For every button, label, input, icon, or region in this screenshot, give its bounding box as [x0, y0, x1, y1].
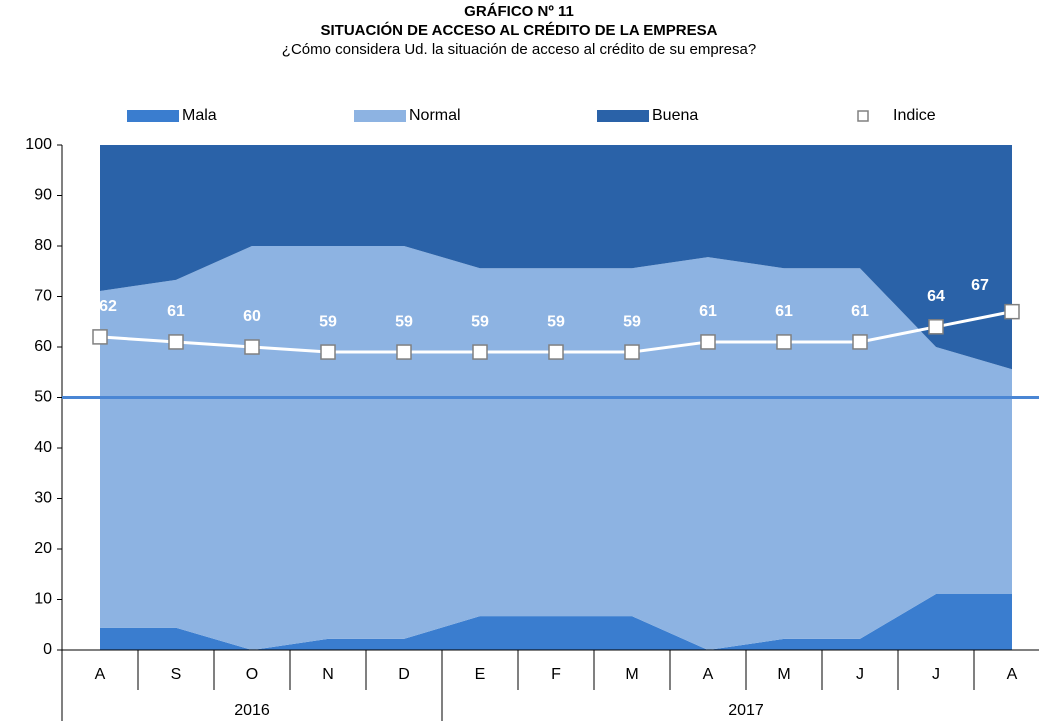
x-tick-label: A	[1007, 666, 1018, 683]
y-tick-label: 0	[43, 641, 52, 658]
x-tick-label: S	[171, 666, 182, 683]
index-label: 59	[395, 313, 413, 330]
x-tick-label: M	[625, 666, 638, 683]
x-tick-label: A	[703, 666, 714, 683]
y-tick-label: 10	[34, 591, 52, 608]
legend-swatch	[597, 110, 649, 122]
legend-label: Buena	[652, 107, 698, 124]
index-marker	[320, 344, 336, 360]
chart-subtitle: SITUACIÓN DE ACCESO AL CRÉDITO DE LA EMP…	[321, 21, 718, 39]
index-marker	[700, 334, 716, 350]
index-marker	[928, 319, 944, 335]
index-label: 61	[699, 303, 717, 320]
index-marker	[1004, 303, 1020, 320]
index-marker	[852, 334, 868, 350]
legend-marker	[857, 110, 869, 122]
index-label: 59	[471, 313, 489, 330]
index-marker	[472, 344, 488, 360]
y-tick-label: 100	[25, 136, 52, 153]
x-tick-label: O	[246, 666, 258, 683]
y-tick-label: 20	[34, 540, 52, 557]
x-group-label: 2016	[234, 702, 270, 719]
x-group-label: 2017	[728, 702, 764, 719]
legend-swatch	[127, 110, 179, 122]
y-tick-label: 70	[34, 288, 52, 305]
y-tick-label: 60	[34, 338, 52, 355]
index-label: 59	[319, 313, 337, 330]
legend-label: Indice	[893, 107, 936, 124]
index-label: 59	[547, 313, 565, 330]
x-tick-label: A	[95, 666, 106, 683]
chart-title: GRÁFICO Nº 11	[464, 3, 574, 20]
legend-label: Mala	[182, 107, 217, 124]
legend-swatch	[354, 110, 406, 122]
x-tick-label: M	[777, 666, 790, 683]
area	[100, 145, 1012, 370]
index-label: 64	[927, 288, 945, 305]
x-tick-label: N	[322, 666, 334, 683]
index-marker	[624, 344, 640, 360]
index-label: 62	[99, 298, 117, 315]
x-tick-label: D	[398, 666, 410, 683]
y-tick-label: 50	[34, 389, 52, 406]
index-marker	[168, 334, 184, 350]
y-tick-label: 30	[34, 490, 52, 507]
index-marker	[548, 344, 564, 360]
x-tick-label: F	[551, 666, 561, 683]
x-tick-label: J	[932, 666, 940, 683]
chart-question: ¿Cómo considera Ud. la situación de acce…	[282, 41, 756, 58]
x-tick-label: E	[475, 666, 486, 683]
index-label: 61	[167, 303, 185, 320]
index-marker	[396, 344, 412, 360]
x-tick-label: J	[856, 666, 864, 683]
index-label: 59	[623, 313, 641, 330]
area	[100, 593, 1012, 650]
index-label: 61	[851, 303, 869, 320]
index-label: 67	[971, 277, 989, 294]
index-marker	[244, 339, 260, 355]
y-tick-label: 80	[34, 237, 52, 254]
area	[100, 246, 1012, 650]
y-tick-label: 90	[34, 187, 52, 204]
index-marker	[92, 329, 108, 345]
index-label: 61	[775, 303, 793, 320]
index-marker	[776, 334, 792, 350]
legend-label: Normal	[409, 107, 461, 124]
y-tick-label: 40	[34, 439, 52, 456]
index-label: 60	[243, 308, 261, 325]
